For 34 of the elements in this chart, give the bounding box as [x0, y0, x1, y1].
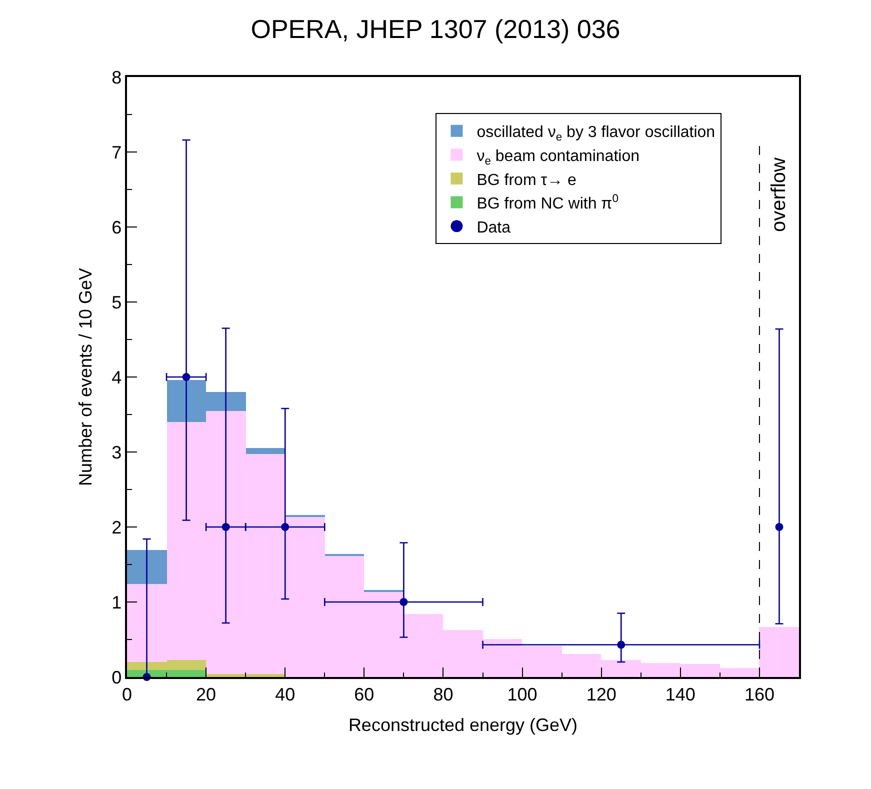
- legend-label: Data: [476, 219, 511, 236]
- ref-line-label: overflow: [768, 156, 790, 232]
- x-tick-label: 20: [196, 684, 216, 704]
- x-tick-label: 100: [507, 684, 538, 704]
- point: [617, 640, 626, 649]
- bar: [246, 448, 285, 454]
- y-axis-title: Number of events / 10 GeV: [75, 268, 96, 486]
- y-tick-label: 7: [112, 142, 122, 162]
- legend-label: ν$_{e}$ beam contamination: [476, 148, 640, 168]
- y-tick-label: 0: [112, 667, 122, 688]
- x-tick-label: 80: [433, 684, 454, 704]
- y-tick-label: 1: [112, 592, 122, 612]
- legend-label: oscillated ν$_{e}$ by 3 flavor oscillation: [476, 124, 716, 144]
- y-tick-label: 5: [112, 292, 122, 312]
- y-tick-label: 8: [112, 67, 122, 88]
- legend-label: BG from τ→ e: [476, 172, 576, 189]
- x-tick-label: 120: [586, 684, 616, 704]
- x-tick-label: 140: [665, 684, 696, 704]
- point: [775, 523, 784, 531]
- y-tick-label: 2: [112, 517, 122, 538]
- point: [400, 598, 408, 606]
- x-tick-label: 160: [744, 684, 774, 704]
- point: [281, 523, 290, 531]
- x-tick-label: 60: [354, 684, 374, 704]
- legend-label: BG from NC with π$^{0}$: [476, 192, 618, 213]
- bar: [127, 550, 167, 584]
- y-tick-label: 6: [112, 217, 122, 238]
- y-tick-label: 4: [112, 367, 122, 388]
- point: [182, 373, 190, 381]
- x-tick-label: 40: [275, 684, 296, 704]
- x-axis-title: Reconstructed energy (GeV): [348, 714, 578, 735]
- y-tick-label: 3: [112, 442, 122, 462]
- chart-title: OPERA, JHEP 1307 (2013) 036: [250, 14, 620, 44]
- point: [222, 523, 230, 531]
